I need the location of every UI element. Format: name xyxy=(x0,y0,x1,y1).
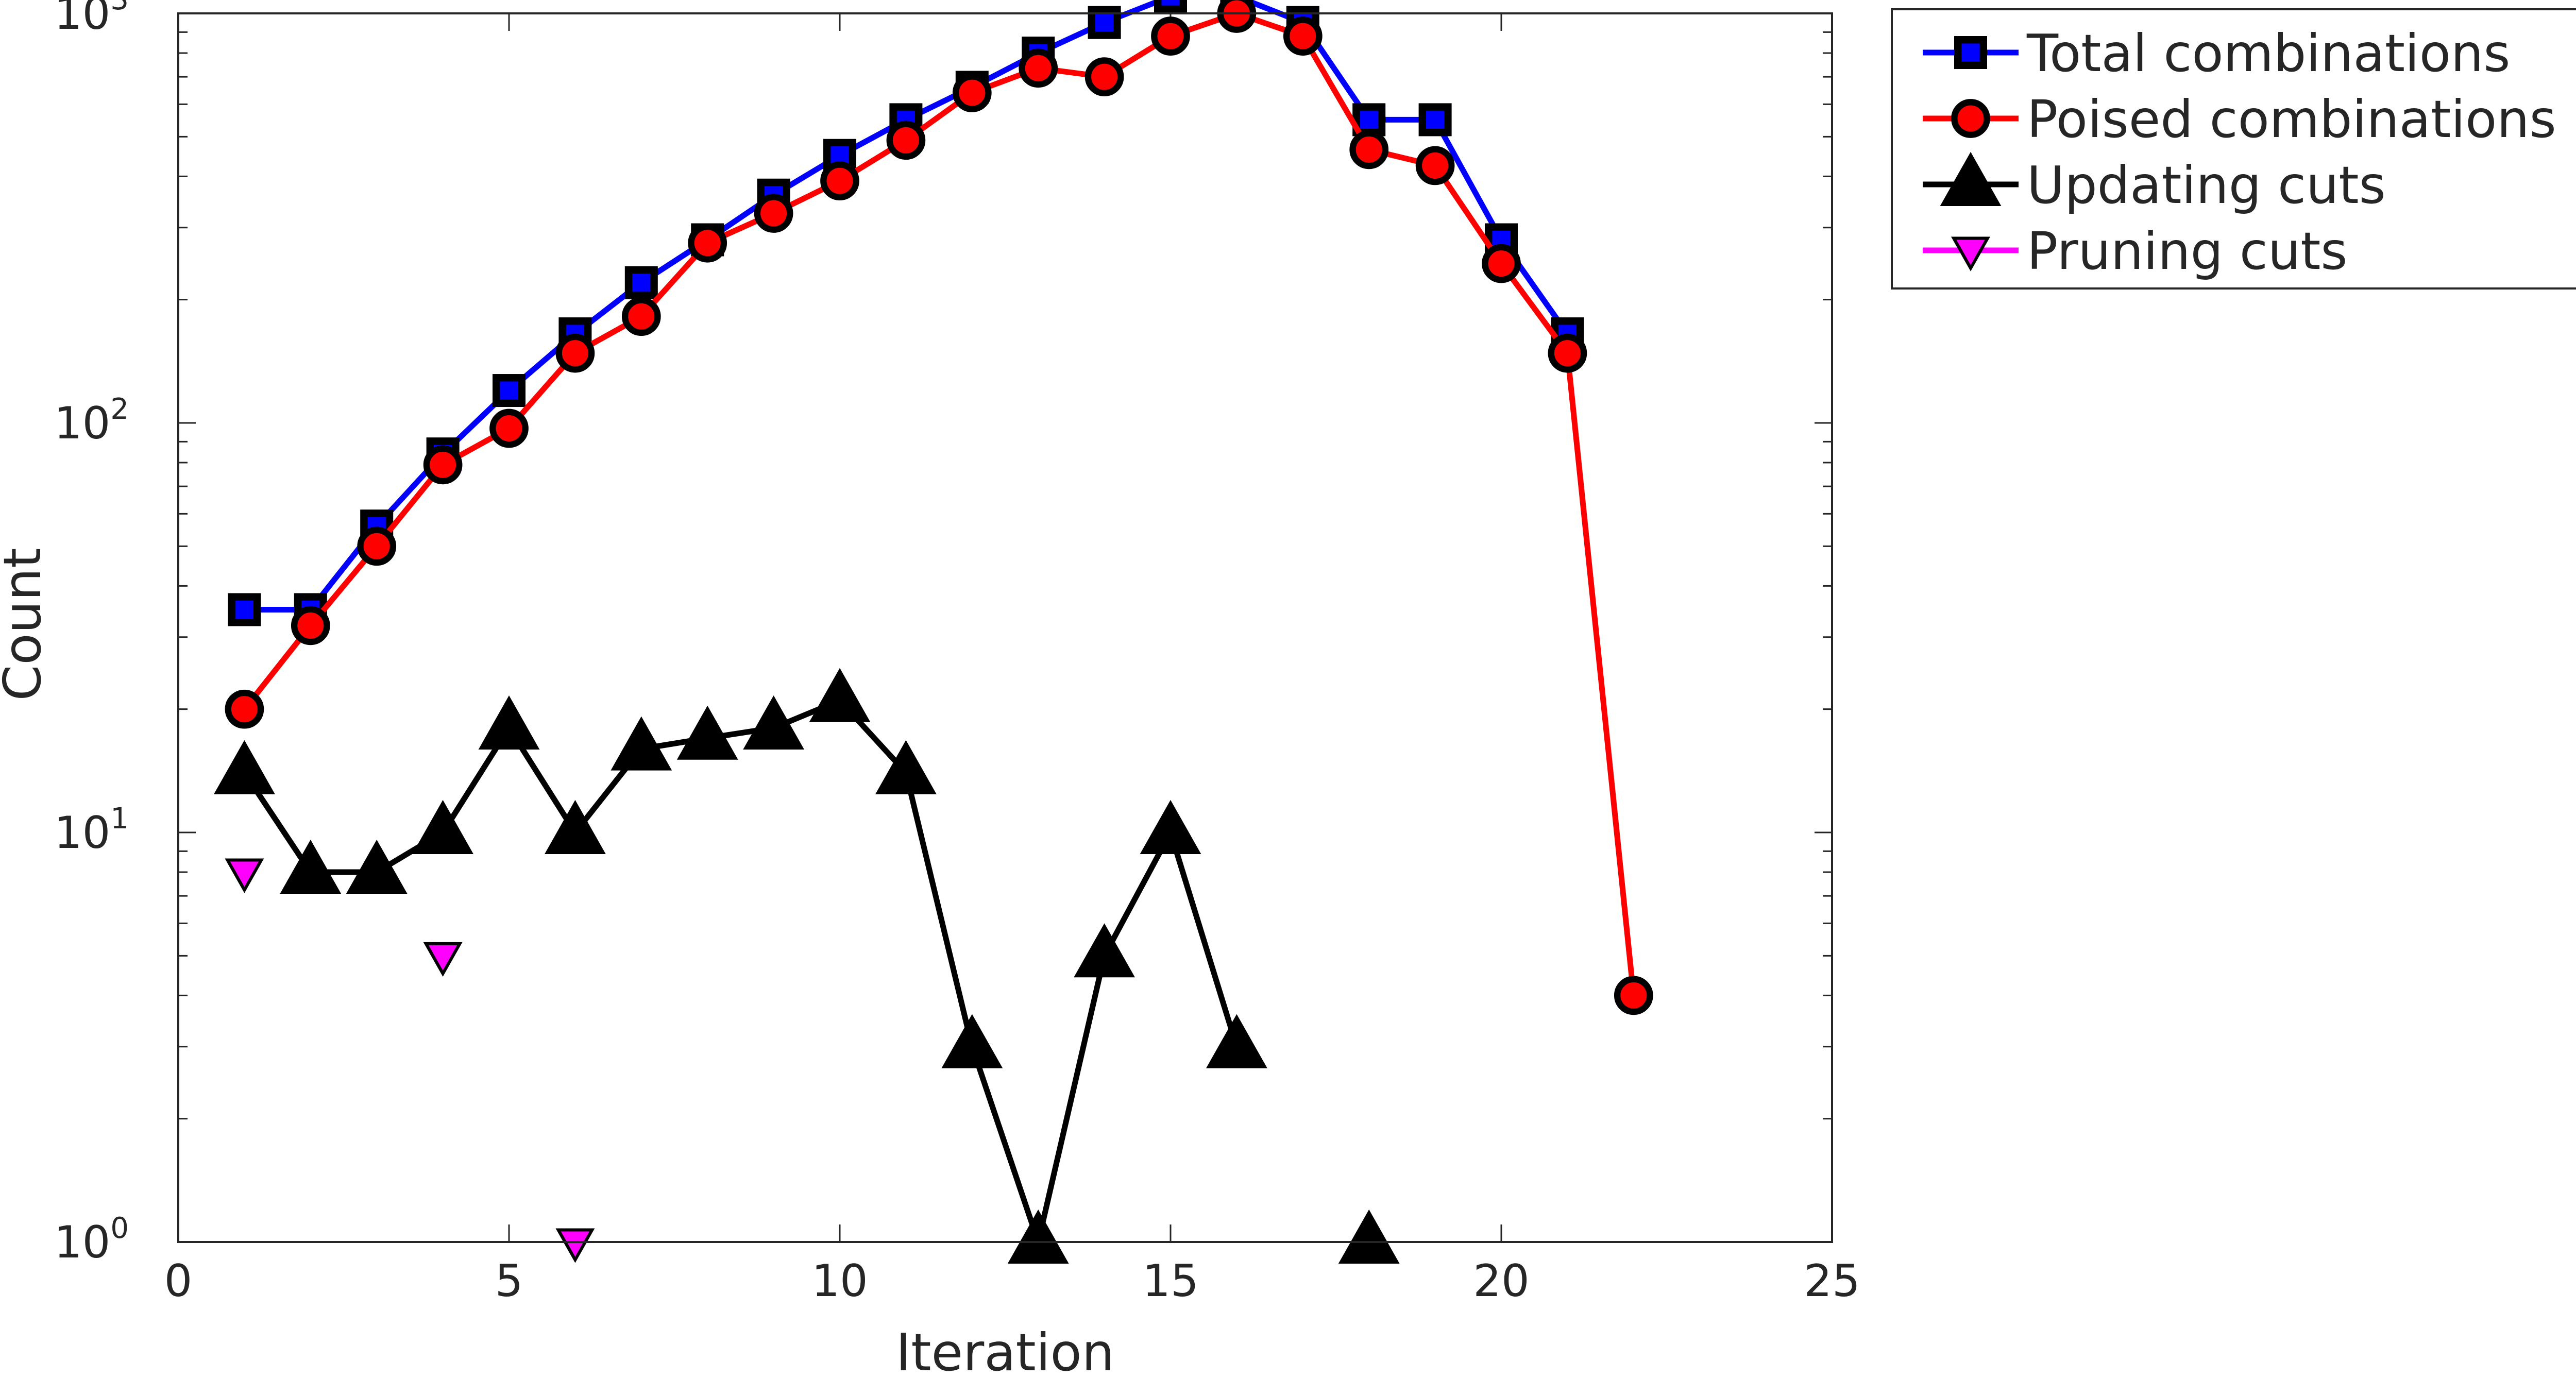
y-tick-exponent: 3 xyxy=(110,0,129,16)
data-point xyxy=(1074,923,1135,978)
plot-background xyxy=(178,13,1832,1242)
axes-box xyxy=(177,12,1833,1243)
data-point xyxy=(545,799,606,854)
data-point xyxy=(809,668,871,722)
y-tick-base: 10 xyxy=(54,0,110,40)
legend-box xyxy=(1891,8,2576,290)
data-point xyxy=(493,374,526,407)
legend-entry: Pruning cuts xyxy=(1923,221,2348,281)
legend-entry: Updating cuts xyxy=(1923,151,2386,215)
data-point xyxy=(1614,976,1653,1015)
legend-label: Total combinations xyxy=(2026,23,2510,83)
data-point xyxy=(357,526,397,566)
data-point xyxy=(1151,16,1190,56)
legend-marker xyxy=(1951,99,1990,138)
data-point xyxy=(1548,333,1587,373)
y-tick-exponent: 2 xyxy=(110,393,129,426)
data-point xyxy=(754,194,793,233)
y-axis: 100101102103 xyxy=(54,0,1832,1268)
data-point xyxy=(1140,799,1201,854)
data-point xyxy=(214,740,275,794)
legend-label: Updating cuts xyxy=(2027,155,2386,215)
data-point xyxy=(555,1228,595,1263)
data-point xyxy=(621,297,661,336)
y-tick-base: 10 xyxy=(54,1217,110,1268)
legend-label: Pruning cuts xyxy=(2027,221,2348,281)
data-point xyxy=(676,705,738,760)
x-axis-label: Iteration xyxy=(896,1322,1114,1378)
data-point xyxy=(423,445,463,485)
series-line xyxy=(242,10,1637,996)
y-tick-base: 10 xyxy=(54,807,110,859)
series-pruning-cuts xyxy=(225,858,595,1263)
data-point xyxy=(1283,16,1323,56)
data-point xyxy=(1154,0,1187,13)
legend-entry: Total combinations xyxy=(1923,23,2510,83)
y-tick-label: 100 xyxy=(54,1212,129,1268)
x-tick-label: 10 xyxy=(811,1255,868,1307)
y-tick-label: 102 xyxy=(54,393,129,449)
data-point xyxy=(688,223,727,263)
data-point xyxy=(1418,103,1452,137)
data-point xyxy=(555,333,595,373)
data-point xyxy=(1482,244,1521,283)
plot-area xyxy=(178,13,1832,1242)
data-point xyxy=(291,606,330,645)
x-axis: 0 5 10 15 20 25 xyxy=(164,13,1860,1307)
data-point xyxy=(941,1014,1003,1068)
plot-frame xyxy=(177,12,1833,1243)
data-point xyxy=(1206,1014,1267,1068)
legend-marker xyxy=(1951,236,1990,271)
data-point xyxy=(624,266,658,299)
legend-marker xyxy=(1940,151,2002,206)
data-point xyxy=(1349,130,1389,169)
data-point xyxy=(228,593,261,626)
data-point xyxy=(1338,1209,1400,1264)
series-updating-cuts xyxy=(214,668,1400,1264)
x-tick-label: 25 xyxy=(1804,1255,1860,1307)
data-point xyxy=(1084,57,1124,96)
data-point xyxy=(1007,1209,1069,1264)
data-point xyxy=(478,695,540,750)
y-tick-label: 103 xyxy=(54,0,129,40)
data-point xyxy=(412,799,473,854)
data-point xyxy=(743,695,804,750)
y-tick-label: 101 xyxy=(54,802,129,859)
legend-label: Poised combinations xyxy=(2027,89,2556,149)
data-point xyxy=(225,689,264,729)
data-point xyxy=(280,839,342,894)
data-point xyxy=(423,942,463,977)
y-tick-exponent: 1 xyxy=(110,802,129,836)
x-tick-label: 20 xyxy=(1473,1255,1529,1307)
data-point xyxy=(875,740,937,794)
series-poised-combinations xyxy=(225,0,1653,1015)
data-point xyxy=(611,716,672,771)
data-point xyxy=(952,73,992,112)
x-tick-label: 5 xyxy=(495,1255,523,1307)
data-point xyxy=(225,858,264,893)
data-point xyxy=(489,409,529,448)
data-point xyxy=(346,839,408,894)
legend-entry: Poised combinations xyxy=(1923,89,2556,149)
data-point xyxy=(1019,48,1058,88)
x-tick-label: 15 xyxy=(1142,1255,1198,1307)
data-point xyxy=(1217,0,1257,33)
data-point xyxy=(886,121,926,160)
data-point xyxy=(820,161,859,200)
series-line xyxy=(242,697,1240,1245)
y-tick-exponent: 0 xyxy=(110,1212,129,1245)
legend-marker xyxy=(1954,36,1987,69)
data-point xyxy=(1415,146,1455,185)
y-tick-base: 10 xyxy=(54,398,110,449)
x-tick-label: 0 xyxy=(164,1255,193,1307)
y-axis-label: Count xyxy=(0,548,53,701)
